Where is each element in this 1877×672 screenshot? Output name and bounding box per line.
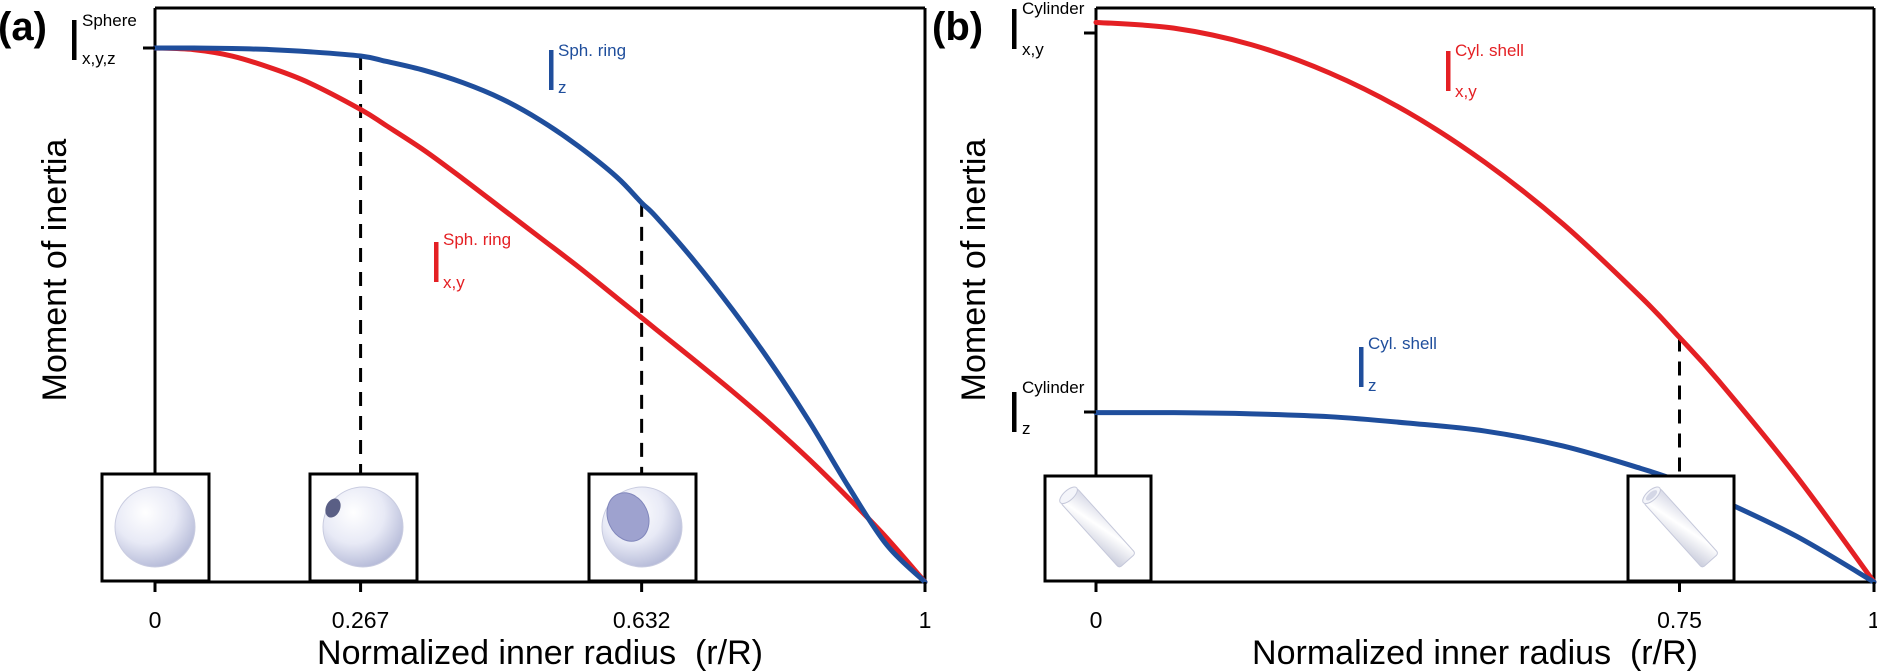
panel-a-ytick-sphere: Sphere x,y,z	[72, 11, 155, 68]
panel-b-ytick-cylinder-xy: Cylinder x,y	[1012, 0, 1096, 59]
series-red-line	[1093, 19, 1877, 585]
x-tick-label-2: 1	[1868, 607, 1877, 633]
series-red-line	[152, 45, 928, 585]
x-tick-label-3: 1	[919, 607, 932, 633]
panel-b-series	[1093, 19, 1877, 585]
inset-sphere-solid	[100, 472, 211, 583]
svg-text:z: z	[558, 78, 567, 97]
svg-text:x,y: x,y	[1022, 40, 1044, 59]
svg-text:Cyl. shell: Cyl. shell	[1368, 334, 1437, 353]
svg-text:Cylinder: Cylinder	[1022, 378, 1085, 397]
panel-b-frame	[1094, 6, 1876, 584]
x-tick-label-0: 0	[149, 607, 162, 633]
inset-cylinder-hollow	[1626, 474, 1736, 583]
svg-text:Sph. ring: Sph. ring	[443, 230, 511, 249]
svg-text:z: z	[1368, 376, 1377, 395]
inset-cylinder-solid	[1043, 474, 1153, 583]
svg-text:Sphere: Sphere	[82, 11, 137, 30]
inset-sphere-small-hole	[308, 472, 419, 583]
x-tick-label-0: 0	[1090, 607, 1103, 633]
x-tick-label-1: 0.75	[1657, 607, 1702, 633]
panel-b-label: (b)	[932, 5, 983, 49]
panel-a: (a) Sphere x,y,z Sph. ring z Sph. ring x…	[0, 5, 931, 672]
svg-text:z: z	[1022, 419, 1031, 438]
svg-text:x,y: x,y	[443, 273, 465, 292]
x-tick-label-2: 0.632	[613, 607, 671, 633]
panel-a-xlabel: Normalized inner radius (r/R)	[317, 634, 763, 672]
panel-b-xlabel: Normalized inner radius (r/R)	[1252, 634, 1698, 672]
svg-text:x,y: x,y	[1455, 82, 1477, 101]
panel-b-ylabel: Moment of inertia	[955, 139, 993, 402]
panel-a-label-red: Sph. ring x,y	[434, 230, 511, 292]
series-blue-line	[1093, 410, 1877, 585]
svg-text:Cyl. shell: Cyl. shell	[1455, 41, 1524, 60]
series-blue-line	[152, 45, 928, 585]
panel-a-label: (a)	[0, 5, 47, 49]
panel-a-label-blue: Sph. ring z	[549, 41, 626, 97]
panel-a-xticks: 0 0.267 0.632 1	[149, 582, 932, 633]
panel-b: (b) Cylinder x,y Cylinder z Cyl. shell x…	[932, 0, 1877, 672]
panel-b-label-blue: Cyl. shell z	[1359, 334, 1437, 395]
panel-a-frame	[153, 6, 927, 584]
panel-b-ytick-cylinder-z: Cylinder z	[1012, 378, 1096, 438]
panel-b-xticks: 0 0.75 1	[1090, 582, 1877, 633]
x-tick-label-1: 0.267	[332, 607, 390, 633]
svg-text:Sph. ring: Sph. ring	[558, 41, 626, 60]
panel-a-series	[152, 45, 928, 585]
panel-b-label-red: Cyl. shell x,y	[1446, 41, 1524, 101]
svg-text:x,y,z: x,y,z	[82, 49, 116, 68]
inset-sphere-large-hole	[587, 472, 698, 583]
panel-a-ylabel: Moment of inertia	[36, 139, 74, 402]
svg-text:Cylinder: Cylinder	[1022, 0, 1085, 18]
